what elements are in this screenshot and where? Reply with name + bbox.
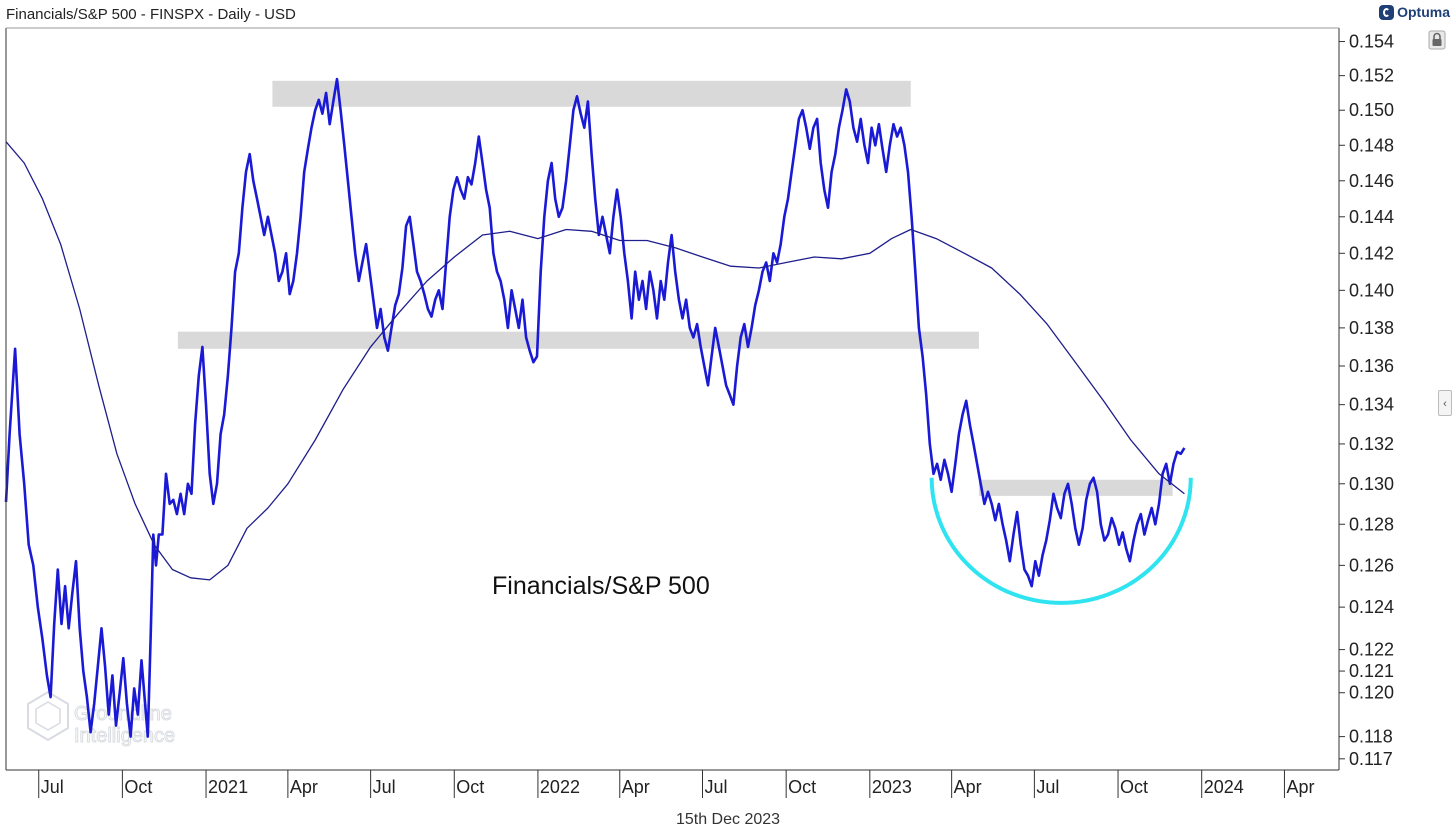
watermark-line-2: Intelligence [74,725,175,747]
y-tick-label: 0.154 [1349,32,1394,52]
y-tick-label: 0.136 [1349,356,1394,376]
rounding-bottom-arc [929,477,1193,605]
y-tick-label: 0.148 [1349,135,1394,155]
x-tick-label: 2024 [1204,777,1244,797]
y-tick-label: 0.138 [1349,318,1394,338]
resistance-zones [177,80,1173,496]
collapse-panel-chevron-left-icon[interactable]: ‹ [1438,390,1452,416]
x-tick-label: 2021 [208,777,248,797]
watermark: Groundline Intelligence [27,690,176,748]
x-axis-ticks: Jul Oct 2021 Apr Jul Oct 2022 Apr Jul Oct 2023 Apr J… [38,770,1314,798]
y-tick-label: 0.128 [1349,514,1394,534]
x-tick-label: Oct [456,777,484,797]
y-axis-ticks: 0.154 0.152 0.150 0.148 0.146 0.144 0.142 0.140… [1339,32,1394,769]
x-tick-label: Apr [1286,777,1314,797]
chart-title: Financials/S&P 500 - FINSPX - Daily - US… [6,6,296,23]
optuma-logo-icon [1379,4,1395,20]
zone-band-2 [177,331,979,349]
x-tick-label: Jul [705,777,728,797]
y-tick-label: 0.121 [1349,661,1394,681]
axes [5,27,1340,771]
brand-logo: Optuma [1379,4,1450,20]
watermark-hexagon-inner-icon [35,701,61,731]
x-tick-label: Apr [622,777,650,797]
watermark-hexagon-icon [27,690,69,742]
y-tick-label: 0.134 [1349,395,1394,415]
x-tick-label: Jul [373,777,396,797]
y-tick-label: 0.122 [1349,640,1394,660]
zone-band-1 [272,80,911,107]
y-tick-label: 0.126 [1349,555,1394,575]
y-tick-label: 0.146 [1349,171,1394,191]
x-tick-label: Jul [41,777,64,797]
x-tick-label: Jul [1036,777,1059,797]
x-tick-label: Oct [1120,777,1148,797]
series-lines [4,77,1186,738]
x-tick-label: 2022 [540,777,580,797]
y-tick-label: 0.152 [1349,66,1394,86]
zone-band-3 [978,479,1173,496]
rounding-bottom-layer [929,477,1193,605]
y-tick-label: 0.132 [1349,434,1394,454]
chart-annotation: Financials/S&P 500 [492,572,710,600]
x-tick-label: Apr [954,777,982,797]
brand-name: Optuma [1397,4,1450,20]
y-tick-label: 0.144 [1349,207,1394,227]
x-tick-label: Oct [788,777,816,797]
y-tick-label: 0.142 [1349,243,1394,263]
x-tick-label: Apr [290,777,318,797]
y-tick-label: 0.124 [1349,597,1394,617]
price-line [4,77,1186,738]
x-tick-label: 2023 [872,777,912,797]
y-tick-label: 0.140 [1349,280,1394,300]
y-tick-label: 0.117 [1349,749,1393,769]
y-tick-label: 0.118 [1349,727,1393,747]
y-tick-label: 0.130 [1349,474,1394,494]
moving-average-line [5,141,1185,581]
x-tick-label: Oct [124,777,152,797]
y-tick-label: 0.120 [1349,683,1394,703]
chart-date: 15th Dec 2023 [675,811,781,828]
y-tick-label: 0.150 [1349,100,1394,120]
lock-icon[interactable] [1428,30,1446,50]
